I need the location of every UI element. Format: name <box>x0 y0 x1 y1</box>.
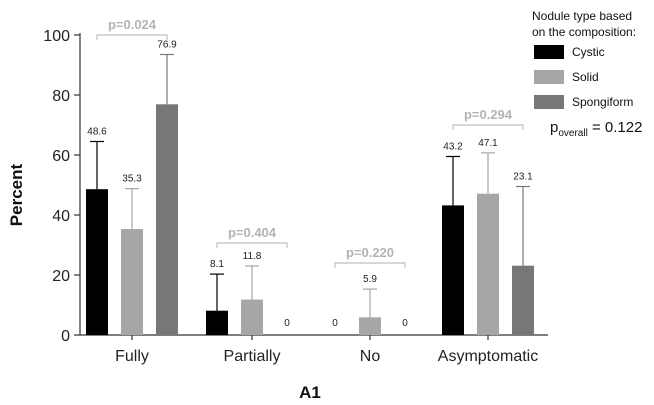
legend-label: Cystic <box>572 45 605 59</box>
y-tick-label: 80 <box>52 88 70 105</box>
y-axis: 0 20 40 60 80 100 <box>43 28 81 345</box>
data-label: 35.3 <box>122 174 142 185</box>
y-tick-label: 100 <box>43 28 70 45</box>
data-label: 47.1 <box>478 138 498 149</box>
y-tick-label: 0 <box>61 328 70 345</box>
p-overall: poverall = 0.122 <box>550 119 642 139</box>
p-value-bracket <box>452 124 524 130</box>
x-axis: Fully Partially No Asymptomatic <box>80 334 548 365</box>
p-overall-value: = 0.122 <box>588 119 643 136</box>
bar <box>359 317 381 335</box>
bar <box>442 205 464 335</box>
p-value-label: p=0.024 <box>108 17 157 32</box>
data-label: 23.1 <box>513 172 533 183</box>
p-value-brackets: p=0.024 p=0.404 p=0.220 p=0.294 <box>96 17 524 268</box>
y-tick-label: 40 <box>52 208 70 225</box>
legend: Nodule type based on the composition: Cy… <box>532 9 642 139</box>
p-value-bracket <box>216 242 288 248</box>
y-tick-label: 60 <box>52 148 70 165</box>
legend-swatch <box>534 95 564 109</box>
legend-swatch <box>534 70 564 84</box>
bar <box>241 299 263 335</box>
p-value-bracket <box>334 262 406 268</box>
p-value-label: p=0.220 <box>346 245 394 260</box>
bars <box>86 104 534 335</box>
data-label: 43.2 <box>443 142 463 153</box>
p-value-bracket <box>96 34 168 40</box>
bar <box>156 104 178 335</box>
legend-title-line2: on the composition: <box>532 25 636 39</box>
bar <box>512 265 534 335</box>
bar <box>477 193 499 335</box>
p-overall-subscript: overall <box>558 128 587 139</box>
x-tick-label: No <box>360 348 381 365</box>
data-label: 5.9 <box>363 274 377 285</box>
x-tick-label: Fully <box>115 348 149 365</box>
legend-label: Solid <box>572 70 599 84</box>
data-label: 76.9 <box>157 40 177 51</box>
bar <box>86 189 108 335</box>
y-axis-title: Percent <box>7 163 26 226</box>
p-value-label: p=0.294 <box>464 107 513 122</box>
data-label: 0 <box>402 318 408 329</box>
bar <box>206 310 228 335</box>
y-tick-label: 20 <box>52 268 70 285</box>
data-label: 0 <box>332 318 338 329</box>
data-label: 0 <box>284 318 290 329</box>
p-overall-prefix: p <box>550 119 558 136</box>
data-label: 11.8 <box>243 251 262 262</box>
legend-label: Spongiform <box>572 95 633 109</box>
data-label: 8.1 <box>210 259 224 270</box>
x-tick-label: Partially <box>224 348 281 365</box>
x-tick-label: Asymptomatic <box>438 348 538 365</box>
x-axis-title: A1 <box>299 383 321 402</box>
p-value-label: p=0.404 <box>228 225 277 240</box>
bar <box>121 229 143 335</box>
legend-swatch <box>534 45 564 59</box>
data-label: 48.6 <box>87 127 107 138</box>
legend-title-line1: Nodule type based <box>532 9 632 23</box>
error-bars <box>90 53 530 318</box>
data-labels: 48.6 35.3 76.9 8.1 11.8 0 0 5.9 0 43.2 47.1 23.1 <box>87 40 533 330</box>
